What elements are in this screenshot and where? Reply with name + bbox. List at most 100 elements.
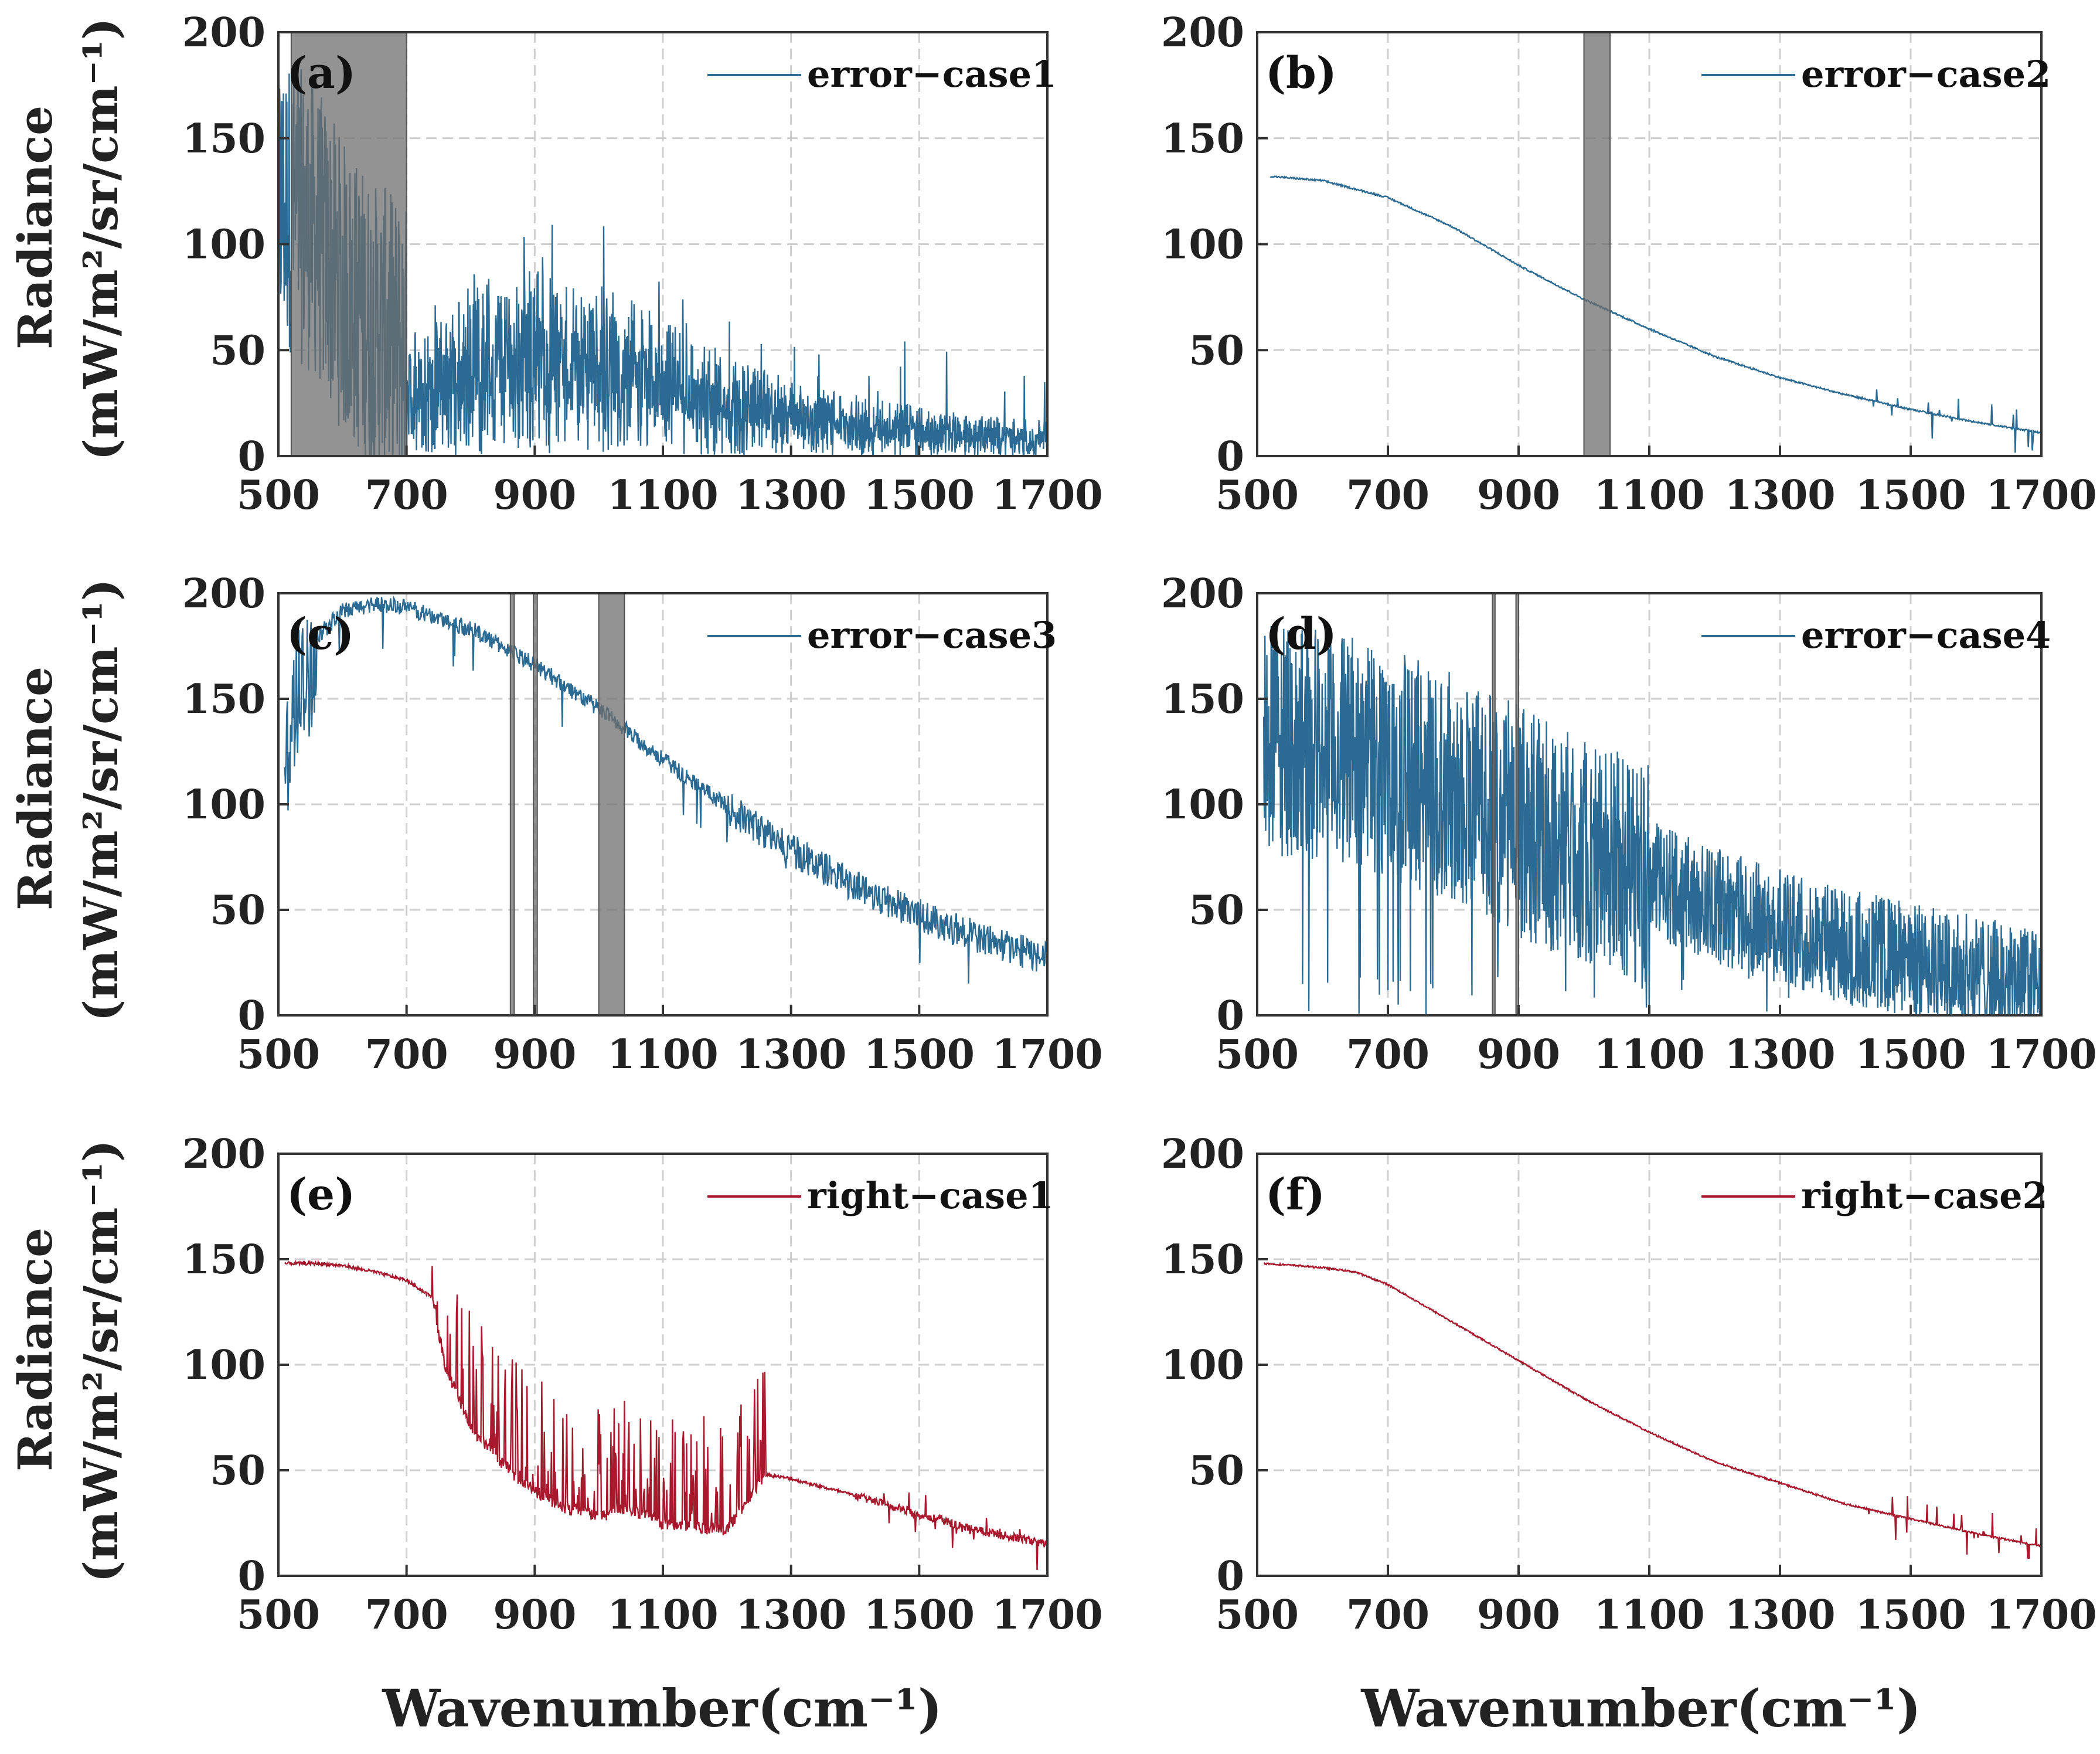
y-tick-label: 150	[182, 676, 266, 723]
x-tick-label: 700	[1346, 1592, 1430, 1639]
y-tick-label: 100	[1161, 1342, 1244, 1389]
x-tick-label: 1500	[864, 472, 975, 519]
legend-label: right−case1	[807, 1174, 1054, 1217]
x-tick-label: 700	[365, 1592, 448, 1639]
x-tick-label: 500	[1216, 472, 1299, 519]
x-tick-label: 1100	[607, 1592, 718, 1639]
y-tick-label: 150	[182, 1236, 266, 1283]
x-tick-label: 1700	[1986, 472, 2096, 519]
y-axis-title-row3: Radiance (mW/m²/sr/cm⁻¹)	[8, 1140, 128, 1582]
shaded-region	[1492, 593, 1496, 1016]
x-tick-label: 1300	[736, 472, 846, 519]
y-tick-label: 0	[238, 992, 266, 1039]
y-tick-label: 100	[182, 1342, 266, 1389]
y-tick-label: 50	[1189, 887, 1244, 934]
y-tick-label: 0	[1217, 1553, 1244, 1600]
x-tick-label: 1700	[1986, 1031, 2096, 1078]
x-tick-label: 1700	[1986, 1592, 2096, 1639]
series-line	[284, 595, 1047, 984]
x-tick-label: 1100	[1594, 472, 1704, 519]
chart-panel: 500 700 900 1100 1300 1500 1700 0 50 100 150 200 (a)…	[182, 9, 1103, 519]
chart-panel: 500 700 900 1100 1300 1500 1700 0 50 100 150 200 (c)…	[182, 570, 1103, 1078]
shaded-region	[1583, 32, 1611, 457]
x-tick-label: 1100	[607, 1031, 718, 1078]
y-tick-label: 200	[182, 1131, 266, 1178]
x-tick-label: 500	[237, 1031, 320, 1078]
panel-label: (f)	[1265, 1170, 1325, 1220]
y-tick-label: 0	[238, 1553, 266, 1600]
x-tick-label: 500	[237, 472, 320, 519]
x-tick-label: 1100	[607, 472, 718, 519]
x-tick-label: 900	[493, 1031, 576, 1078]
x-tick-label: 1300	[736, 1031, 846, 1078]
y-tick-label: 100	[1161, 781, 1244, 828]
x-tick-label: 500	[237, 1592, 320, 1639]
x-tick-label: 1300	[1724, 1031, 1835, 1078]
y-tick-label: 200	[1161, 570, 1244, 617]
x-tick-label: 1700	[992, 472, 1102, 519]
panel-label: (d)	[1265, 609, 1337, 660]
y-tick-label: 0	[1217, 992, 1244, 1039]
chart-panel: 500 700 900 1100 1300 1500 1700 0 50 100 150 200 (f)…	[1161, 1131, 2097, 1639]
series-line	[1269, 175, 2041, 453]
y-axis-title-line1: Radiance	[8, 667, 63, 910]
x-axis-title-left: Wavenumber(cm⁻¹)	[382, 1678, 942, 1739]
shaded-region	[1515, 593, 1520, 1016]
y-axis-title-line2: (mW/m²/sr/cm⁻¹)	[73, 579, 128, 1021]
panel-label: (b)	[1265, 48, 1337, 98]
x-tick-label: 1500	[1855, 1592, 1966, 1639]
y-axis-title-line1: Radiance	[8, 106, 63, 349]
y-tick-label: 50	[1189, 1447, 1244, 1494]
y-tick-label: 150	[1161, 676, 1244, 723]
shaded-region	[509, 593, 515, 1016]
x-tick-label: 700	[365, 472, 448, 519]
x-tick-label: 900	[493, 1592, 576, 1639]
x-tick-label: 1500	[864, 1592, 975, 1639]
y-tick-label: 50	[210, 1447, 266, 1494]
x-tick-label: 1300	[736, 1592, 846, 1639]
panels-layer: 500 700 900 1100 1300 1500 1700050100150200(a)…	[182, 9, 2097, 1639]
y-axis-title-line1: Radiance	[8, 1228, 63, 1471]
panel-label: (e)	[287, 1170, 355, 1220]
chart-panel: 500 700 900 1100 1300 1500 1700 0 50 100 150 200 (b)…	[1161, 9, 2097, 519]
x-tick-label: 1700	[992, 1031, 1102, 1078]
panel-label: (a)	[287, 48, 356, 98]
y-tick-label: 50	[210, 887, 266, 934]
y-tick-label: 150	[1161, 115, 1244, 162]
y-axis-title-line2: (mW/m²/sr/cm⁻¹)	[73, 18, 128, 460]
x-tick-label: 700	[365, 1031, 448, 1078]
legend-label: right−case2	[1801, 1174, 2048, 1217]
x-axis-title-right: Wavenumber(cm⁻¹)	[1360, 1678, 1921, 1739]
x-tick-label: 700	[1346, 472, 1430, 519]
y-tick-label: 200	[1161, 9, 1244, 56]
x-tick-label: 1100	[1594, 1031, 1704, 1078]
shaded-region	[533, 593, 538, 1016]
series-line	[284, 1259, 1047, 1571]
y-tick-label: 200	[1161, 1131, 1244, 1178]
y-tick-label: 100	[182, 222, 266, 268]
x-tick-label: 1700	[992, 1592, 1102, 1639]
x-tick-label: 500	[1216, 1592, 1299, 1639]
x-tick-label: 700	[1346, 1031, 1430, 1078]
y-axis-title-row2: Radiance (mW/m²/sr/cm⁻¹)	[8, 579, 128, 1021]
x-tick-label: 900	[1477, 472, 1560, 519]
y-axis-title-line2: (mW/m²/sr/cm⁻¹)	[73, 1140, 128, 1582]
y-tick-label: 200	[182, 570, 266, 617]
legend-label: error−case4	[1801, 614, 2051, 657]
series-line	[1263, 626, 2041, 1015]
x-tick-label: 1500	[1855, 1031, 1966, 1078]
y-tick-label: 200	[182, 9, 266, 56]
y-tick-label: 0	[238, 433, 266, 480]
series-line	[1263, 1262, 2041, 1559]
y-tick-label: 100	[1161, 222, 1244, 268]
chart-panel: 500 700 900 1100 1300 1500 1700 0 50 100 150 200 (d)…	[1161, 570, 2097, 1078]
x-tick-label: 1100	[1594, 1592, 1704, 1639]
x-tick-label: 1500	[864, 1031, 975, 1078]
y-tick-label: 50	[210, 327, 266, 374]
legend-label: error−case3	[807, 614, 1057, 657]
x-tick-label: 1500	[1855, 472, 1966, 519]
x-tick-label: 900	[1477, 1031, 1560, 1078]
panel-label: (c)	[287, 609, 354, 660]
legend-label: error−case2	[1801, 53, 2051, 96]
